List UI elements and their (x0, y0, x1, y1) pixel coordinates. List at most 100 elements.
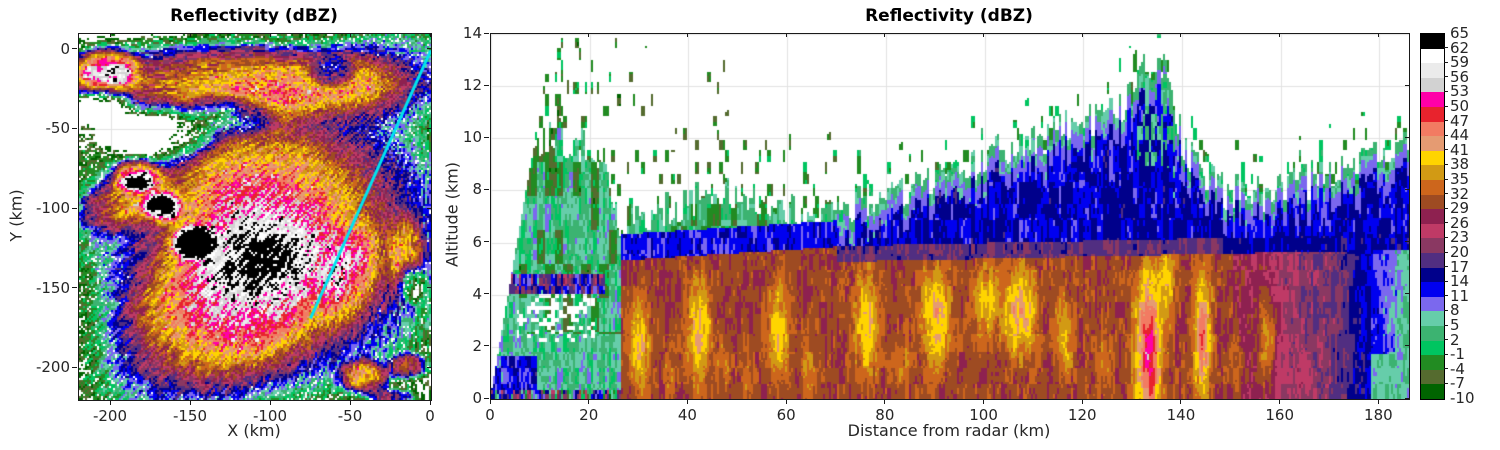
colorbar-segment (1421, 48, 1444, 64)
ppi-x-tick-label: -200 (92, 407, 128, 425)
xsec-y-tick (484, 188, 489, 190)
ppi-x-tick (109, 400, 111, 405)
colorbar-segment (1421, 238, 1444, 254)
xsec-x-tick-label: 0 (485, 406, 495, 424)
ppi-y-tick (72, 127, 77, 129)
ppi-x-tick-label: -100 (252, 407, 288, 425)
xsec-x-tick-label: 180 (1364, 406, 1393, 424)
colorbar-segment (1421, 136, 1444, 152)
colorbar-tick-label: 41 (1450, 140, 1470, 159)
xsec-x-tick-label: 100 (969, 406, 998, 424)
xsec-y-tick-right (1405, 84, 1409, 86)
colorbar-segment (1421, 92, 1444, 108)
xsec-x-tick (588, 399, 590, 404)
colorbar-segment (1421, 209, 1444, 225)
ppi-y-tick-right (427, 366, 431, 368)
colorbar-tick (1444, 163, 1448, 165)
colorbar-segment (1421, 77, 1444, 93)
xsec-y-tick-right (1405, 241, 1409, 243)
xsec-y-tick-label: 14 (462, 24, 482, 42)
colorbar-segment (1421, 384, 1444, 400)
colorbar-tick-label: 32 (1450, 184, 1470, 203)
cross-section-heatmap-canvas (491, 34, 1409, 399)
xsec-y-tick-label: 6 (472, 232, 482, 251)
ppi-x-tick-label: 0 (425, 407, 435, 425)
xsec-y-tick (484, 241, 489, 243)
xsec-y-tick-right (1405, 397, 1409, 399)
colorbar-tick (1444, 368, 1448, 370)
colorbar-segment (1421, 253, 1444, 269)
ppi-x-tick (269, 400, 271, 405)
left-panel-title: Reflectivity (dBZ) (170, 6, 338, 26)
xsec-x-tick (1279, 399, 1281, 404)
xsec-x-tick (1180, 399, 1182, 404)
colorbar-tick-label: 17 (1450, 257, 1470, 276)
colorbar-tick (1444, 382, 1448, 384)
colorbar-segment (1421, 369, 1444, 385)
reflectivity-colorbar (1420, 33, 1445, 400)
colorbar-tick (1444, 149, 1448, 151)
colorbar-tick-label: -10 (1450, 389, 1475, 407)
xsec-x-tick-label: 80 (875, 406, 895, 424)
right-xaxis-label: Distance from radar (km) (847, 421, 1051, 440)
colorbar-tick-label: 50 (1450, 97, 1470, 115)
xsec-x-tick-top (1279, 33, 1281, 37)
xsec-x-tick-top (686, 33, 688, 37)
xsec-x-tick-label: 60 (776, 406, 796, 424)
ppi-y-tick-right (427, 287, 431, 289)
ppi-y-tick-label: -200 (35, 358, 70, 377)
xsec-x-tick-top (588, 33, 590, 37)
ppi-y-tick (72, 287, 77, 289)
xsec-x-tick-label: 160 (1265, 406, 1294, 424)
colorbar-tick-label: 47 (1450, 111, 1470, 130)
colorbar-tick (1444, 251, 1448, 253)
xsec-x-tick-top (489, 33, 491, 37)
xsec-y-tick-label: 0 (472, 389, 482, 407)
colorbar-tick (1444, 47, 1448, 49)
xsec-y-tick-right (1405, 32, 1409, 34)
colorbar-tick-label: -7 (1450, 374, 1465, 393)
xsec-x-tick (884, 399, 886, 404)
colorbar-tick-label: 23 (1450, 228, 1470, 247)
colorbar-segment (1421, 311, 1444, 327)
colorbar-segment (1421, 150, 1444, 166)
xsec-y-tick-right (1405, 136, 1409, 138)
xsec-x-tick-top (1377, 33, 1379, 37)
xsec-x-tick (1081, 399, 1083, 404)
ppi-y-tick-label: -150 (35, 278, 70, 297)
xsec-y-tick (484, 136, 489, 138)
colorbar-segment (1421, 165, 1444, 181)
xsec-y-tick-label: 4 (472, 284, 482, 303)
colorbar-tick (1444, 295, 1448, 297)
xsec-y-tick-label: 12 (462, 76, 482, 95)
ppi-x-tick-top (349, 33, 351, 37)
xsec-y-tick (484, 345, 489, 347)
xsec-x-tick-label: 20 (579, 406, 599, 424)
colorbar-tick-label: -4 (1450, 359, 1465, 378)
colorbar-tick-label: 26 (1450, 213, 1470, 232)
xsec-x-tick-label: 120 (1067, 406, 1097, 424)
ppi-x-tick-top (109, 33, 111, 37)
colorbar-segment (1421, 107, 1444, 123)
colorbar-tick (1444, 207, 1448, 209)
xsec-x-tick (785, 399, 787, 404)
colorbar-segment (1421, 355, 1444, 371)
xsec-x-tick-top (1180, 33, 1182, 37)
xsec-x-tick-label: 140 (1166, 406, 1196, 424)
colorbar-segment (1421, 296, 1444, 312)
colorbar-tick (1444, 222, 1448, 224)
colorbar-tick (1444, 120, 1448, 122)
xsec-y-tick-label: 2 (472, 336, 482, 355)
colorbar-tick (1444, 309, 1448, 311)
xsec-x-tick (1377, 399, 1379, 404)
xsec-y-tick-label: 10 (462, 128, 482, 147)
ppi-y-tick-label: -50 (45, 119, 71, 138)
colorbar-tick-label: 5 (1450, 316, 1460, 334)
ppi-y-tick-right (427, 48, 431, 50)
colorbar-tick (1444, 339, 1448, 341)
colorbar-tick (1444, 61, 1448, 63)
colorbar-segment (1421, 282, 1444, 298)
ppi-x-tick-label: -50 (337, 407, 363, 425)
colorbar-tick-label: 35 (1450, 170, 1470, 188)
xsec-y-tick (484, 293, 489, 295)
